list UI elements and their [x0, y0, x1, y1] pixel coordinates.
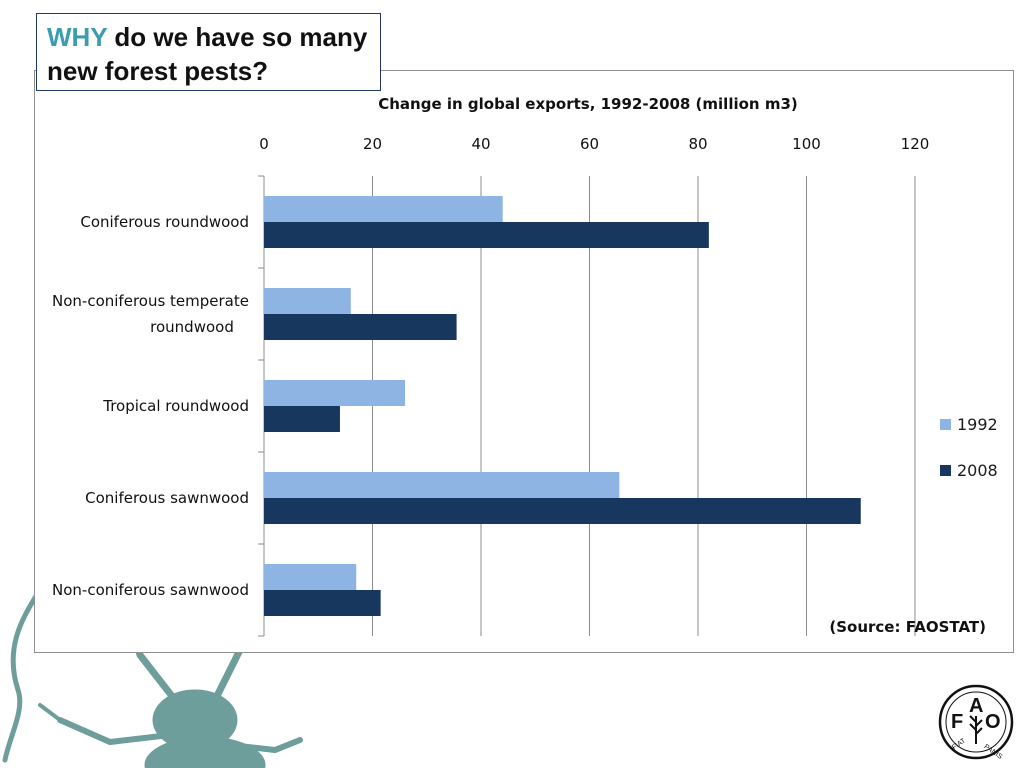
- x-tick-label: 20: [363, 135, 382, 153]
- legend-item-1992: 1992: [940, 412, 998, 436]
- chart-frame: Change in global exports, 1992-2008 (mil…: [34, 70, 1014, 653]
- x-tick-label: 100: [792, 135, 821, 153]
- svg-text:F: F: [951, 711, 963, 733]
- legend-item-2008: 2008: [940, 458, 998, 482]
- bar-2008-5: [264, 590, 381, 616]
- bar-chart: Change in global exports, 1992-2008 (mil…: [52, 95, 930, 637]
- bar-1992-4: [264, 472, 620, 498]
- source-note: (Source: FAOSTAT): [829, 618, 986, 636]
- category-label: Coniferous sawnwood: [85, 489, 249, 507]
- legend-swatch-1992: [940, 418, 951, 430]
- category-label: Coniferous roundwood: [80, 213, 249, 231]
- bar-1992-5: [264, 564, 357, 590]
- chart-legend: 1992 2008: [940, 412, 998, 504]
- bar-2008-3: [264, 406, 340, 432]
- bar-1992-3: [264, 380, 406, 406]
- bar-1992-2: [264, 288, 351, 314]
- svg-text:O: O: [985, 711, 1001, 733]
- x-tick-label: 120: [901, 135, 930, 153]
- svg-text:FIAT: FIAT: [951, 737, 968, 752]
- x-tick-label: 40: [471, 135, 490, 153]
- title-highlight: WHY: [47, 22, 108, 52]
- x-tick-label: 80: [688, 135, 707, 153]
- fao-logo: F A O FIAT PANIS: [938, 684, 1014, 761]
- category-label: Tropical roundwood: [102, 397, 249, 415]
- bar-2008-2: [264, 314, 457, 340]
- bar-1992-1: [264, 196, 503, 222]
- svg-text:A: A: [969, 695, 983, 717]
- x-tick-label: 0: [259, 135, 269, 153]
- legend-swatch-2008: [940, 464, 951, 476]
- category-label: Non-coniferous sawnwood: [52, 581, 249, 599]
- slide-title: WHY do we have so many new forest pests?: [36, 13, 381, 91]
- bar-2008-1: [264, 222, 709, 248]
- x-tick-label: 60: [580, 135, 599, 153]
- bar-2008-4: [264, 498, 861, 524]
- legend-label-1992: 1992: [957, 414, 998, 434]
- title-text: do we have so many new forest pests?: [47, 22, 368, 86]
- svg-text:PANIS: PANIS: [982, 743, 1003, 761]
- longhorn-beetle-icon: [2, 578, 303, 768]
- category-label: Non-coniferous temperate roundwood: [52, 292, 249, 336]
- legend-label-2008: 2008: [957, 460, 998, 480]
- chart-title: Change in global exports, 1992-2008 (mil…: [378, 95, 798, 113]
